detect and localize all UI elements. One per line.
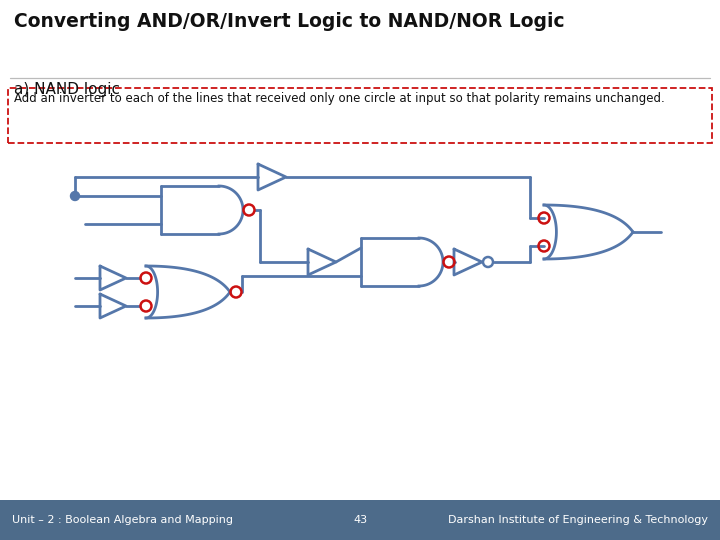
Text: Add an inverter to each of the lines that received only one circle at input so t: Add an inverter to each of the lines tha… [14, 92, 665, 105]
FancyBboxPatch shape [8, 88, 712, 143]
Text: Converting AND/OR/Invert Logic to NAND/NOR Logic: Converting AND/OR/Invert Logic to NAND/N… [14, 12, 564, 31]
Text: a) NAND logic: a) NAND logic [14, 82, 120, 97]
Text: 43: 43 [353, 515, 367, 525]
Text: Unit – 2 : Boolean Algebra and Mapping: Unit – 2 : Boolean Algebra and Mapping [12, 515, 233, 525]
Circle shape [71, 192, 79, 200]
FancyBboxPatch shape [0, 500, 720, 540]
Text: Darshan Institute of Engineering & Technology: Darshan Institute of Engineering & Techn… [448, 515, 708, 525]
